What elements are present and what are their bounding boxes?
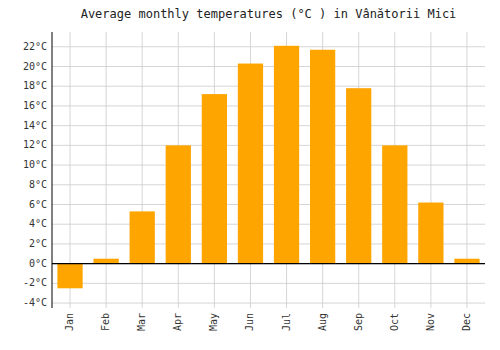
bar xyxy=(166,145,191,263)
y-grid-line xyxy=(52,303,485,304)
y-tick-label: 14°C xyxy=(23,120,47,131)
x-grid-line xyxy=(466,32,467,308)
y-tick-label: -4°C xyxy=(23,297,47,308)
x-grid-line xyxy=(106,32,107,308)
x-tick-label: Apr xyxy=(172,313,183,331)
y-tick-label: 18°C xyxy=(23,80,47,91)
x-tick-label: Jan xyxy=(64,313,75,331)
bars xyxy=(57,46,479,288)
bar xyxy=(346,88,371,263)
y-grid-line xyxy=(52,283,485,284)
bar xyxy=(454,259,479,264)
y-grid-line xyxy=(52,263,485,264)
y-tick-label: -2°C xyxy=(23,277,47,288)
y-tick-label: 8°C xyxy=(29,179,47,190)
y-tick-label: 2°C xyxy=(29,238,47,249)
chart: Average monthly temperatures (°C ) in Vâ… xyxy=(0,0,500,350)
x-grid-line xyxy=(142,32,143,308)
bar xyxy=(418,203,443,264)
y-tick-label: 6°C xyxy=(29,199,47,210)
bar xyxy=(238,64,263,264)
y-tick-label: 20°C xyxy=(23,61,47,72)
x-tick-label: Mar xyxy=(136,313,147,331)
bar xyxy=(310,50,335,264)
bar xyxy=(130,211,155,263)
y-tick-label: 10°C xyxy=(23,159,47,170)
x-tick-label: Oct xyxy=(389,313,400,331)
y-axis-line xyxy=(52,32,53,308)
x-tick-label: Jul xyxy=(281,313,292,331)
y-grid-line xyxy=(52,184,485,185)
chart-container: Average monthly temperatures (°C ) in Vâ… xyxy=(0,0,500,350)
bar xyxy=(274,46,299,264)
y-grid-line xyxy=(52,165,485,166)
x-tick-label: May xyxy=(208,313,219,331)
y-grid-line xyxy=(52,125,485,126)
y-grid-line xyxy=(52,86,485,87)
x-tick-label: Nov xyxy=(425,313,436,331)
axes: -4°C -2°C 0°C 2°C 4°C 6°C 8°C 10°C 12°C 14°C 16°C 1… xyxy=(23,41,472,331)
x-tick-label: Dec xyxy=(461,313,472,331)
title: Average monthly temperatures (°C ) in Vâ… xyxy=(81,7,457,21)
x-tick-label: Feb xyxy=(100,313,111,331)
bar xyxy=(382,145,407,263)
grid xyxy=(52,32,485,308)
y-tick-label: 16°C xyxy=(23,100,47,111)
y-grid-line xyxy=(52,66,485,67)
bar xyxy=(202,94,227,264)
bar xyxy=(93,259,118,264)
x-grid-line xyxy=(430,32,431,308)
x-tick-label: Aug xyxy=(317,313,328,331)
y-grid-line xyxy=(52,145,485,146)
zero-line xyxy=(52,263,485,264)
y-tick-label: 4°C xyxy=(29,218,47,229)
x-tick-label: Sep xyxy=(353,313,364,331)
y-grid-line xyxy=(52,46,485,47)
bar xyxy=(57,264,82,289)
y-tick-label: 0°C xyxy=(29,258,47,269)
x-tick-label: Jun xyxy=(244,313,255,331)
y-grid-line xyxy=(52,105,485,106)
y-tick-label: 22°C xyxy=(23,41,47,52)
y-tick-label: 12°C xyxy=(23,139,47,150)
